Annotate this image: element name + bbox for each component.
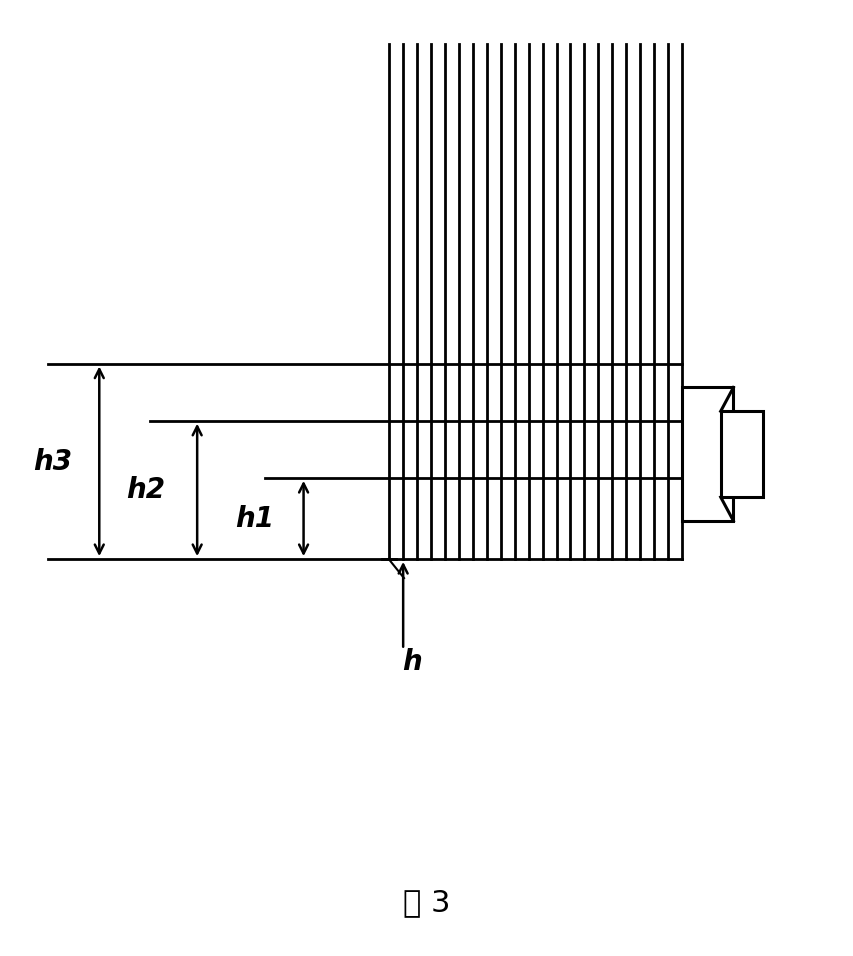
Text: h: h: [401, 648, 421, 676]
Text: 图 3: 图 3: [403, 888, 450, 917]
Text: h1: h1: [235, 505, 274, 533]
Text: h3: h3: [33, 447, 72, 476]
Bar: [720, 411, 763, 497]
Text: h2: h2: [126, 476, 165, 505]
Bar: [682, 387, 733, 521]
